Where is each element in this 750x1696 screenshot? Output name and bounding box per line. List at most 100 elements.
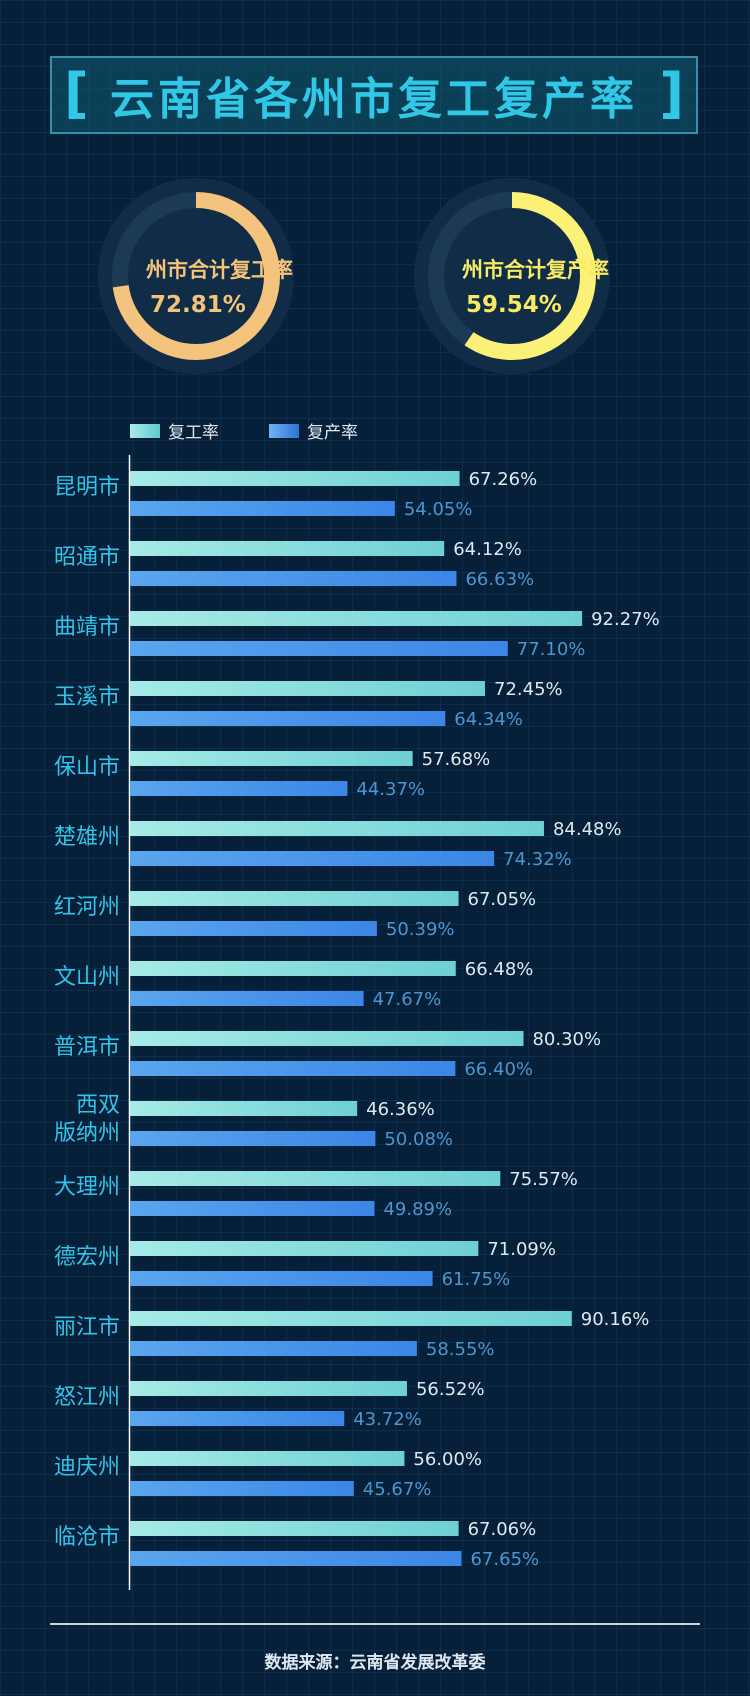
production-rate-data-label: 74.32% [503,849,572,870]
work-rate-data-label: 67.06% [468,1519,537,1540]
work-rate-bar [130,1381,407,1396]
category-label: 怒江州 [54,1385,120,1410]
work-rate-data-label: 72.45% [494,679,563,700]
work-rate-bar [130,1171,501,1186]
production-rate-bar [130,921,377,936]
legend-work-swatch [130,423,160,438]
category-label: 红河州 [54,895,120,920]
title-box: [ 云南省各州市复工复产率 ] [50,56,698,134]
work-rate-bar [130,821,544,836]
production-rate-data-label: 49.89% [383,1199,452,1220]
category-label: 保山市 [54,755,120,780]
production-rate-value: 59.54% [466,292,562,318]
production-rate-data-label: 64.34% [454,709,523,730]
work-rate-bar [130,1031,524,1046]
category-label: 文山州 [54,965,120,990]
category-label: 曲靖市 [54,615,120,640]
production-rate-bar [130,1061,456,1076]
production-rate-data-label: 77.10% [517,639,586,660]
production-rate-bar [130,851,495,866]
production-rate-bar [130,1341,417,1356]
production-rate-data-label: 43.72% [353,1409,422,1430]
category-label: 楚雄州 [54,825,120,850]
production-rate-ring [414,178,610,374]
production-rate-bar [130,1201,375,1216]
legend-production-label: 复产率 [307,423,358,443]
category-label: 丽江市 [54,1315,120,1340]
work-rate-bar [130,891,459,906]
footer-divider [50,1623,700,1625]
work-rate-data-label: 67.26% [469,469,538,490]
work-rate-label: 州市合计复工率 [146,258,293,282]
work-rate-data-label: 56.00% [413,1449,482,1470]
work-rate-bar [130,471,460,486]
production-rate-data-label: 66.40% [464,1059,533,1080]
work-rate-bar [130,1101,358,1116]
production-rate-data-label: 54.05% [404,499,473,520]
category-label: 德宏州 [54,1245,120,1270]
category-label: 版纳州 [54,1121,120,1146]
production-rate-bar [130,1271,433,1286]
production-rate-data-label: 61.75% [442,1269,511,1290]
work-rate-bar [130,751,413,766]
legend-work-label: 复工率 [168,423,219,443]
production-rate-bar [130,991,364,1006]
production-rate-bar [130,781,348,796]
legend-production: 复产率 [269,418,358,443]
category-label: 昭通市 [54,545,120,570]
data-source: 数据来源：云南省发展改革委 [264,1653,486,1673]
work-rate-data-label: 92.27% [591,609,660,630]
category-label: 迪庆州 [54,1455,120,1480]
work-rate-data-label: 67.05% [468,889,537,910]
work-rate-ring [98,178,294,374]
work-rate-bar [130,1311,572,1326]
work-rate-value: 72.81% [150,292,246,318]
production-rate-data-label: 50.08% [384,1129,453,1150]
production-rate-data-label: 44.37% [356,779,425,800]
production-rate-data-label: 58.55% [426,1339,495,1360]
production-rate-bar [130,571,457,586]
production-rate-data-label: 66.63% [465,569,534,590]
work-rate-data-label: 84.48% [553,819,622,840]
work-rate-data-label: 57.68% [422,749,491,770]
title-bracket-left: [ [64,62,89,125]
production-rate-bar [130,1481,354,1496]
legend-production-swatch [269,423,299,438]
production-rate-data-label: 47.67% [373,989,442,1010]
work-rate-data-label: 90.16% [581,1309,650,1330]
production-rate-bar [130,1411,345,1426]
work-rate-data-label: 46.36% [366,1099,435,1120]
production-rate-label: 州市合计复产率 [462,258,609,282]
work-rate-bar [130,961,456,976]
work-rate-data-label: 66.48% [465,959,534,980]
production-rate-bar [130,641,508,656]
work-rate-bar [130,541,445,556]
category-label: 大理州 [54,1175,120,1200]
category-label: 西双 [76,1093,120,1118]
category-label: 昆明市 [54,475,120,500]
work-rate-data-label: 64.12% [453,539,522,560]
production-rate-data-label: 50.39% [386,919,455,940]
work-rate-data-label: 75.57% [509,1169,578,1190]
work-rate-data-label: 80.30% [532,1029,601,1050]
production-rate-data-label: 67.65% [470,1549,539,1570]
work-rate-bar [130,681,486,696]
work-rate-data-label: 71.09% [487,1239,556,1260]
production-rate-data-label: 45.67% [363,1479,432,1500]
production-rate-bar [130,501,395,516]
work-rate-bar [130,1241,479,1256]
title-bracket-right: ] [659,62,684,125]
work-rate-bar [130,611,583,626]
category-label: 临沧市 [54,1525,120,1550]
category-label: 玉溪市 [54,685,120,710]
work-rate-data-label: 56.52% [416,1379,485,1400]
work-rate-bar [130,1451,405,1466]
page-title: 云南省各州市复工复产率 [110,74,638,125]
work-rate-gauge: 州市合计复工率 72.81% [96,176,296,376]
work-rate-bar [130,1521,459,1536]
legend-work: 复工率 [130,418,219,443]
category-label: 普洱市 [54,1035,120,1060]
production-rate-bar [130,1131,376,1146]
production-rate-gauge: 州市合计复产率 59.54% [412,176,612,376]
